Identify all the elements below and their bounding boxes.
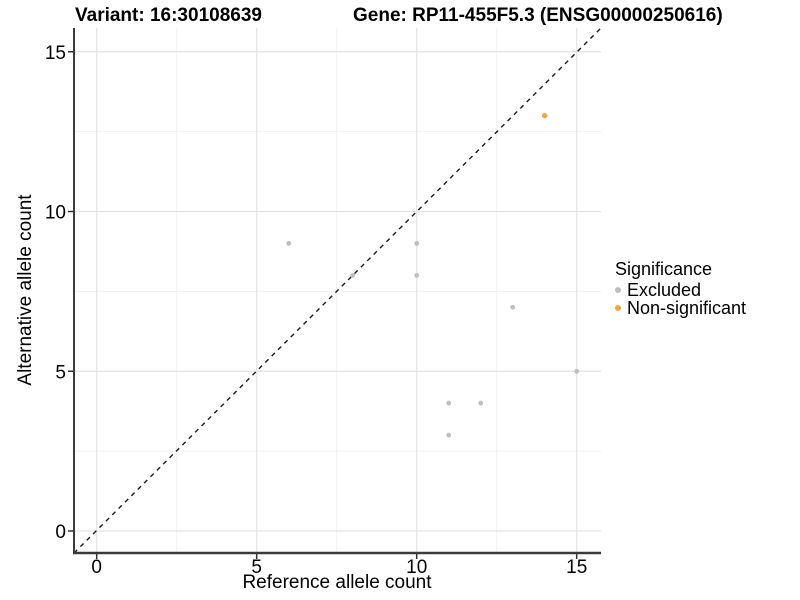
non-significant-swatch-icon <box>615 305 621 311</box>
x-tick-label: 15 <box>566 557 587 578</box>
data-point-excluded <box>510 304 516 310</box>
legend-item-non-significant: Non-significant <box>615 297 747 318</box>
legend-item-label: Non-significant <box>627 297 747 318</box>
legend-item-label: Excluded <box>627 279 702 300</box>
x-tick-label: 0 <box>91 557 102 578</box>
data-point-excluded <box>574 368 580 374</box>
y-tick-label: 0 <box>55 522 66 543</box>
legend: Significance Excluded Non-significant <box>615 260 746 317</box>
excluded-swatch-icon <box>615 287 621 293</box>
data-point-excluded <box>350 273 356 278</box>
y-tick-label: 10 <box>45 203 66 224</box>
y-tick-label: 5 <box>55 362 66 383</box>
data-point-excluded <box>414 241 420 246</box>
y-tick-label: 15 <box>45 43 66 64</box>
x-tick-label: 10 <box>406 557 427 578</box>
legend-title: Significance <box>615 259 713 279</box>
data-point-excluded <box>414 273 420 278</box>
data-point-excluded <box>286 241 292 246</box>
identity-dashed-line <box>73 27 602 554</box>
variant-title: Variant: 16:30108639 <box>75 5 262 26</box>
x-tick-label: 5 <box>251 557 262 578</box>
data-point-excluded <box>446 400 452 406</box>
x-axis-title: Reference allele count <box>242 572 432 593</box>
legend-item-excluded: Excluded <box>615 279 746 300</box>
data-point-excluded <box>478 400 484 406</box>
data-point-excluded <box>446 432 452 438</box>
y-axis-title: Alternative allele count <box>15 194 36 386</box>
data-point-non-significant <box>542 112 548 119</box>
gene-title: Gene: RP11-455F5.3 (ENSG00000250616) <box>353 5 723 26</box>
